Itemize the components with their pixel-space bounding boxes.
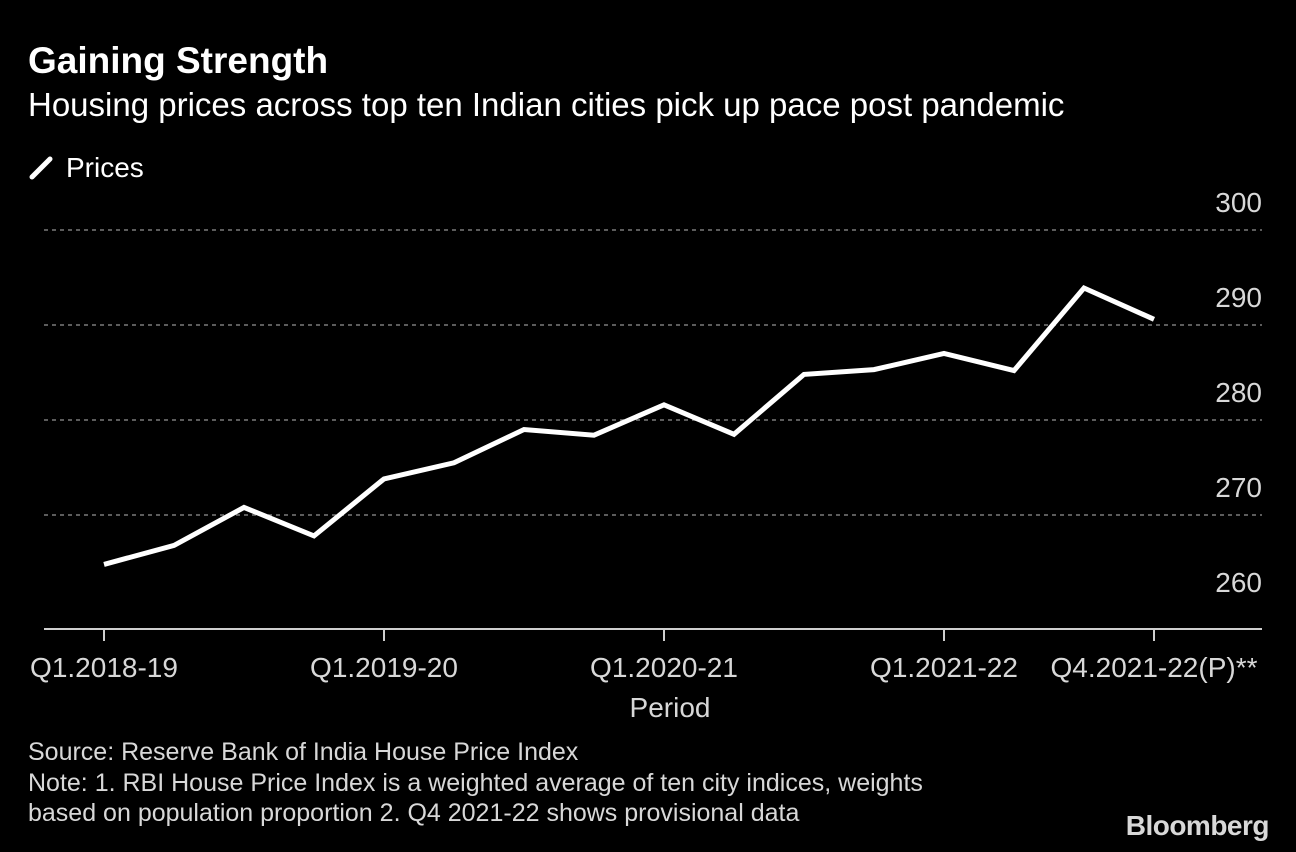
x-tick-label-4: Q1.2019-20 [310, 652, 458, 683]
bloomberg-logo: Bloomberg [1125, 810, 1270, 841]
x-tick-label-0: Q1.2018-19 [30, 652, 178, 683]
legend-entry-prices: Prices [66, 152, 144, 183]
x-tick-label-12: Q1.2021-22 [870, 652, 1018, 683]
note-line-2: based on population proportion 2. Q4 202… [28, 799, 800, 827]
legend-line-icon [29, 156, 53, 180]
y-tick-label-270: 270 [1215, 472, 1262, 503]
note-line-1: Note: 1. RBI House Price Index is a weig… [28, 769, 923, 797]
x-axis-label: Period [630, 692, 711, 723]
y-tick-label-300: 300 [1215, 187, 1262, 218]
source-note: Source: Reserve Bank of India House Pric… [28, 738, 579, 766]
chart-subtitle: Housing prices across top ten Indian cit… [28, 86, 1065, 123]
y-tick-label-280: 280 [1215, 377, 1262, 408]
series-line-prices [103, 284, 1156, 567]
chart-title: Gaining Strength [28, 40, 329, 81]
x-tick-label-15: Q4.2021-22(P)** [1050, 652, 1257, 683]
x-tick-label-8: Q1.2020-21 [590, 652, 738, 683]
y-tick-label-290: 290 [1215, 282, 1262, 313]
y-tick-label-260: 260 [1215, 567, 1262, 598]
legend: Prices [28, 151, 144, 185]
